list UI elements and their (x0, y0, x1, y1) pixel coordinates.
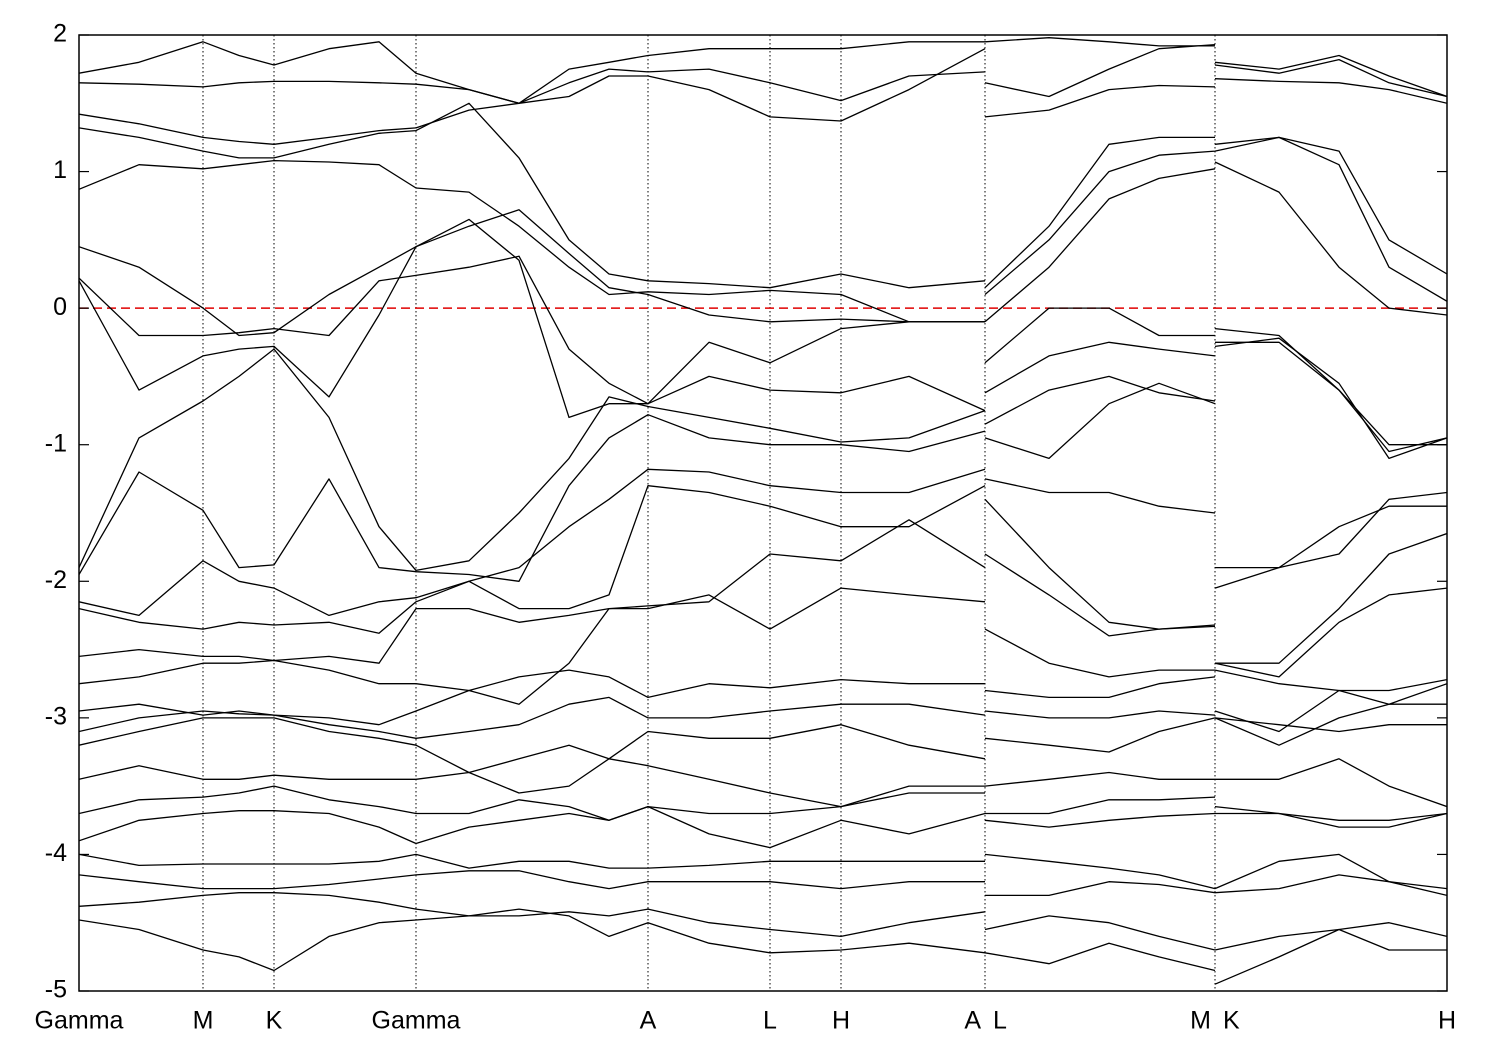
x-tick-label: K (1223, 1007, 1240, 1035)
band-line (79, 892, 1447, 951)
band-line (79, 48, 1447, 122)
band-line (79, 41, 1447, 104)
x-tick-label: H (1438, 1007, 1456, 1035)
y-tick-label: -1 (45, 429, 67, 457)
band-line (79, 908, 1447, 985)
band-line (79, 744, 1447, 808)
band-line (79, 853, 1447, 890)
x-tick-label: A (640, 1007, 657, 1035)
band-line (79, 382, 1447, 582)
band-line (79, 717, 1447, 794)
bands (79, 37, 1447, 985)
x-tick-label: L (993, 1007, 1007, 1035)
y-tick-label: 0 (53, 293, 67, 321)
band-line (79, 785, 1447, 821)
y-tick-label: -4 (45, 839, 67, 867)
band-line (79, 37, 1447, 145)
x-tick-label: H (832, 1007, 850, 1035)
band-line (79, 696, 1447, 746)
band-line (79, 519, 1447, 678)
band-line (79, 255, 1447, 446)
band-line (79, 485, 1447, 664)
y-tick-label: -2 (45, 566, 67, 594)
x-tick-label: M (1190, 1007, 1211, 1035)
band-line (79, 870, 1447, 897)
x-tick-label: M (193, 1007, 214, 1035)
band-line (79, 136, 1447, 323)
band-line (79, 161, 1447, 337)
x-tick-label: Gamma (35, 1007, 124, 1035)
band-line (79, 805, 1447, 849)
grid (78, 35, 1448, 991)
x-tick-label: K (266, 1007, 283, 1035)
y-tick-label: -5 (45, 976, 67, 1004)
y-tick-label: -3 (45, 702, 67, 730)
band-line (79, 102, 1447, 289)
x-tick-label: Gamma (372, 1007, 461, 1035)
band-line (79, 669, 1447, 733)
band-line (79, 218, 1447, 460)
x-tick-label: L (763, 1007, 777, 1035)
x-tick-label: A (964, 1007, 981, 1035)
band-line (79, 468, 1447, 617)
plot-frame (78, 34, 1448, 992)
y-tick-label: 2 (53, 20, 67, 48)
band-line (79, 341, 1447, 572)
y-tick-label: 1 (53, 156, 67, 184)
